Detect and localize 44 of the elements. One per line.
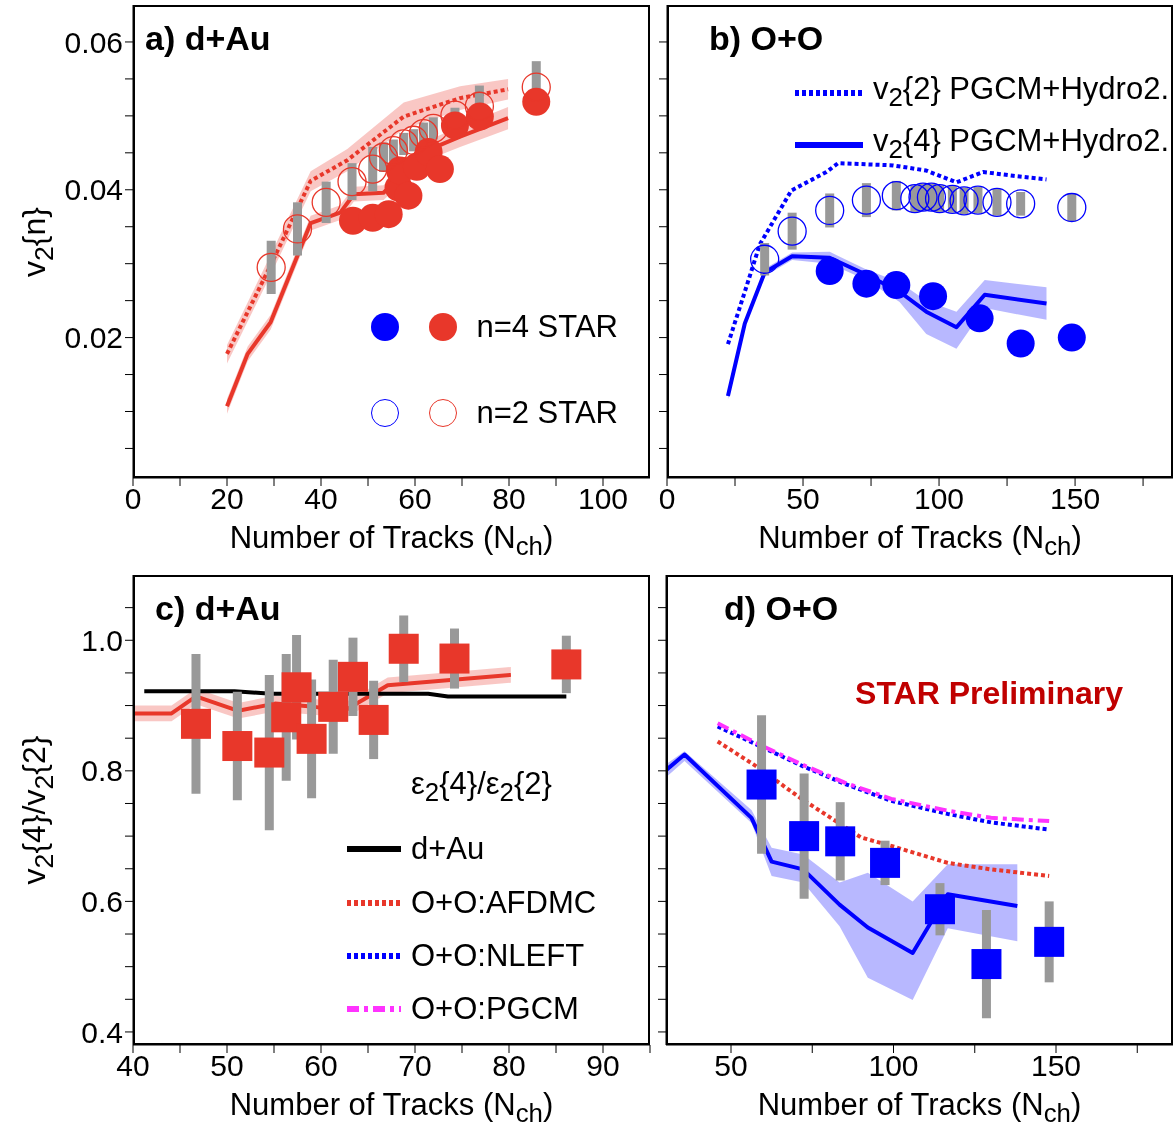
legend-label: O+O:PGCM [411, 990, 579, 1028]
y-tick-label: 0.04 [64, 173, 123, 207]
x-tick-label: 100 [914, 482, 965, 516]
chart-title: d) O+O [724, 589, 839, 628]
x-axis-title: Number of Tracks (N$_{ch}$) [756, 1087, 1083, 1129]
x-tick-label: 80 [492, 1049, 526, 1083]
x-tick-label: 150 [1030, 1049, 1082, 1083]
x-tick-label: 60 [304, 1049, 338, 1083]
y-tick-label: 0.4 [81, 1015, 123, 1049]
y-tick-label: 0.06 [64, 25, 123, 59]
x-tick-label: 100 [868, 1049, 919, 1083]
x-tick-label: 80 [492, 482, 526, 516]
chart-title: b) O+O [709, 19, 824, 58]
x-axis-title: Number of Tracks (N$_{ch}$) [228, 520, 555, 562]
x-tick-label: 40 [304, 482, 338, 516]
legend-label: v$_{2}${2} PGCM+Hydro2. [872, 69, 1169, 114]
x-tick-label: 90 [586, 1049, 620, 1083]
chart-title: c) d+Au [155, 589, 281, 628]
legend-label: n=4 STAR [476, 308, 618, 346]
x-tick-label: 0 [124, 482, 142, 516]
x-axis-title: Number of Tracks (N$_{ch}$) [228, 1087, 555, 1129]
x-tick-label: 0 [658, 482, 676, 516]
annotation: STAR Preliminary [855, 675, 1123, 712]
chart-title: a) d+Au [145, 19, 271, 58]
y-tick-label: 1.0 [81, 623, 123, 657]
x-tick-label: 150 [1050, 482, 1101, 516]
y-tick-label: 0.8 [81, 754, 123, 788]
x-tick-label: 60 [398, 482, 432, 516]
x-axis-title: Number of Tracks (N$_{ch}$) [757, 520, 1083, 562]
y-tick-label: 0.02 [64, 321, 123, 355]
legend-label: O+O:NLEFT [411, 937, 585, 975]
x-tick-label: 70 [398, 1049, 432, 1083]
x-tick-label: 20 [210, 482, 244, 516]
legend-label: O+O:AFDMC [411, 884, 597, 922]
x-tick-label: 50 [210, 1049, 244, 1083]
x-tick-label: 40 [116, 1049, 150, 1083]
legend-label: d+Au [411, 830, 485, 868]
x-tick-label: 50 [714, 1049, 748, 1083]
y-tick-label: 0.6 [81, 885, 123, 919]
legend-title: ε$_{2}${4}/ε$_{2}${2} [410, 764, 553, 808]
x-tick-label: 100 [577, 482, 629, 516]
legend-label: n=2 STAR [476, 394, 618, 432]
legend-label: v$_{2}${4} PGCM+Hydro2. [872, 121, 1169, 166]
x-tick-label: 50 [786, 482, 820, 516]
